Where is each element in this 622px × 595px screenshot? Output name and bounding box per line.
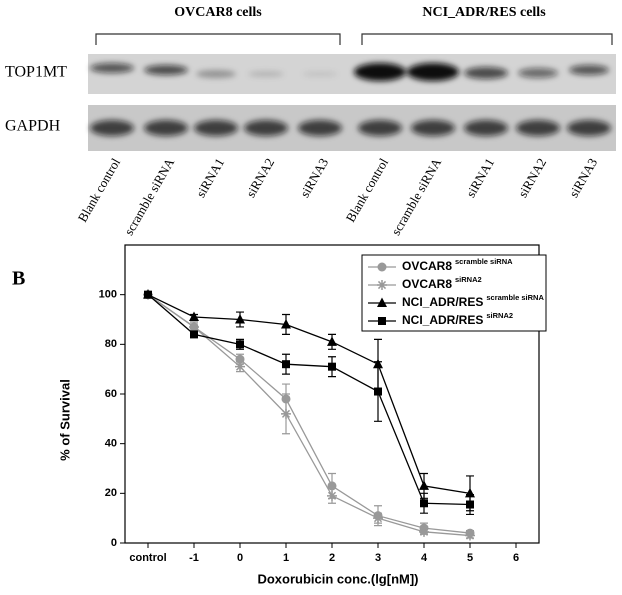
legend-label: OVCAR8 bbox=[402, 277, 452, 291]
band bbox=[194, 120, 238, 136]
x-tick-label: control bbox=[129, 552, 166, 564]
marker bbox=[377, 280, 387, 290]
lane-label: scramble siRNA bbox=[388, 155, 444, 238]
legend-superscript: siRNA2 bbox=[486, 311, 513, 320]
marker bbox=[189, 321, 199, 332]
lane-label: siRNA1 bbox=[463, 155, 497, 199]
legend-frame bbox=[361, 254, 547, 332]
row-label: GAPDH bbox=[5, 118, 61, 135]
x-tick-label: -1 bbox=[189, 552, 199, 564]
y-tick-label: 100 bbox=[99, 289, 117, 301]
band bbox=[464, 120, 508, 136]
marker bbox=[281, 318, 291, 329]
band bbox=[569, 65, 609, 75]
band bbox=[464, 67, 508, 79]
lane-label: siRNA3 bbox=[297, 155, 331, 199]
band bbox=[244, 120, 288, 136]
x-tick-label: 6 bbox=[513, 552, 519, 564]
bracket bbox=[361, 33, 613, 45]
x-tick-label: 1 bbox=[283, 552, 289, 564]
marker bbox=[189, 311, 199, 322]
legend-label: NCI_ADR/RES bbox=[402, 313, 483, 327]
series-line bbox=[147, 294, 471, 534]
marker bbox=[378, 317, 386, 325]
legend-label: OVCAR8 bbox=[402, 259, 452, 273]
marker bbox=[235, 314, 245, 324]
lane-label: Blank control bbox=[75, 155, 124, 224]
x-tick-label: 5 bbox=[467, 552, 473, 564]
bracket bbox=[95, 33, 341, 45]
marker bbox=[282, 360, 290, 369]
marker bbox=[190, 330, 198, 339]
band bbox=[518, 68, 558, 78]
band bbox=[144, 65, 188, 75]
x-tick-label: 4 bbox=[421, 552, 428, 564]
y-tick-label: 80 bbox=[105, 338, 117, 350]
band bbox=[144, 120, 188, 136]
band bbox=[196, 70, 236, 78]
series-line bbox=[147, 294, 471, 506]
lane-label: siRNA2 bbox=[243, 155, 277, 199]
marker bbox=[328, 362, 336, 371]
marker bbox=[373, 513, 383, 524]
series-line bbox=[147, 294, 471, 537]
band bbox=[90, 63, 134, 73]
lane-label: scramble siRNA bbox=[121, 155, 177, 238]
lane-label: Blank control bbox=[343, 155, 392, 224]
y-tick-label: 0 bbox=[111, 537, 117, 549]
x-axis-title: Doxorubicin conc.(lg[nM]) bbox=[257, 571, 418, 586]
panel-label: B bbox=[12, 268, 25, 290]
x-tick-label: 2 bbox=[329, 552, 335, 564]
group-label: NCI_ADR/RES cells bbox=[422, 5, 546, 20]
lane-label: siRNA1 bbox=[193, 155, 227, 199]
x-tick-label: 3 bbox=[375, 552, 381, 564]
lane-label: siRNA3 bbox=[566, 155, 600, 199]
row-label: TOP1MT bbox=[5, 64, 67, 81]
marker bbox=[465, 530, 475, 541]
marker bbox=[144, 290, 152, 299]
band bbox=[248, 71, 284, 77]
x-tick-label: 0 bbox=[237, 552, 243, 564]
marker bbox=[327, 336, 337, 346]
y-axis-title: % of Survival bbox=[57, 379, 72, 461]
marker bbox=[327, 490, 337, 501]
marker bbox=[419, 480, 429, 490]
bands bbox=[90, 63, 611, 136]
band bbox=[298, 120, 342, 136]
y-tick-label: 40 bbox=[105, 438, 117, 450]
legend-superscript: scramble siRNA bbox=[486, 293, 544, 302]
series-line bbox=[147, 294, 471, 494]
marker bbox=[281, 408, 291, 419]
marker bbox=[466, 500, 474, 509]
band bbox=[354, 63, 406, 81]
band bbox=[516, 120, 560, 136]
y-tick-label: 20 bbox=[105, 487, 117, 499]
marker bbox=[420, 499, 428, 508]
marker bbox=[236, 340, 244, 349]
band bbox=[567, 120, 611, 136]
band bbox=[411, 120, 455, 136]
y-tick-label: 60 bbox=[105, 388, 117, 400]
band bbox=[358, 120, 402, 136]
lane-label: siRNA2 bbox=[515, 155, 549, 199]
marker bbox=[235, 361, 245, 372]
band bbox=[90, 120, 134, 136]
marker bbox=[377, 297, 387, 307]
band bbox=[302, 71, 338, 77]
band bbox=[407, 63, 459, 81]
legend-superscript: scramble siRNA bbox=[455, 257, 513, 266]
group-label: OVCAR8 cells bbox=[174, 5, 262, 20]
legend-label: NCI_ADR/RES bbox=[402, 295, 483, 309]
marker bbox=[419, 526, 429, 537]
marker bbox=[377, 262, 387, 272]
marker bbox=[374, 387, 382, 396]
legend-superscript: siRNA2 bbox=[455, 275, 482, 284]
